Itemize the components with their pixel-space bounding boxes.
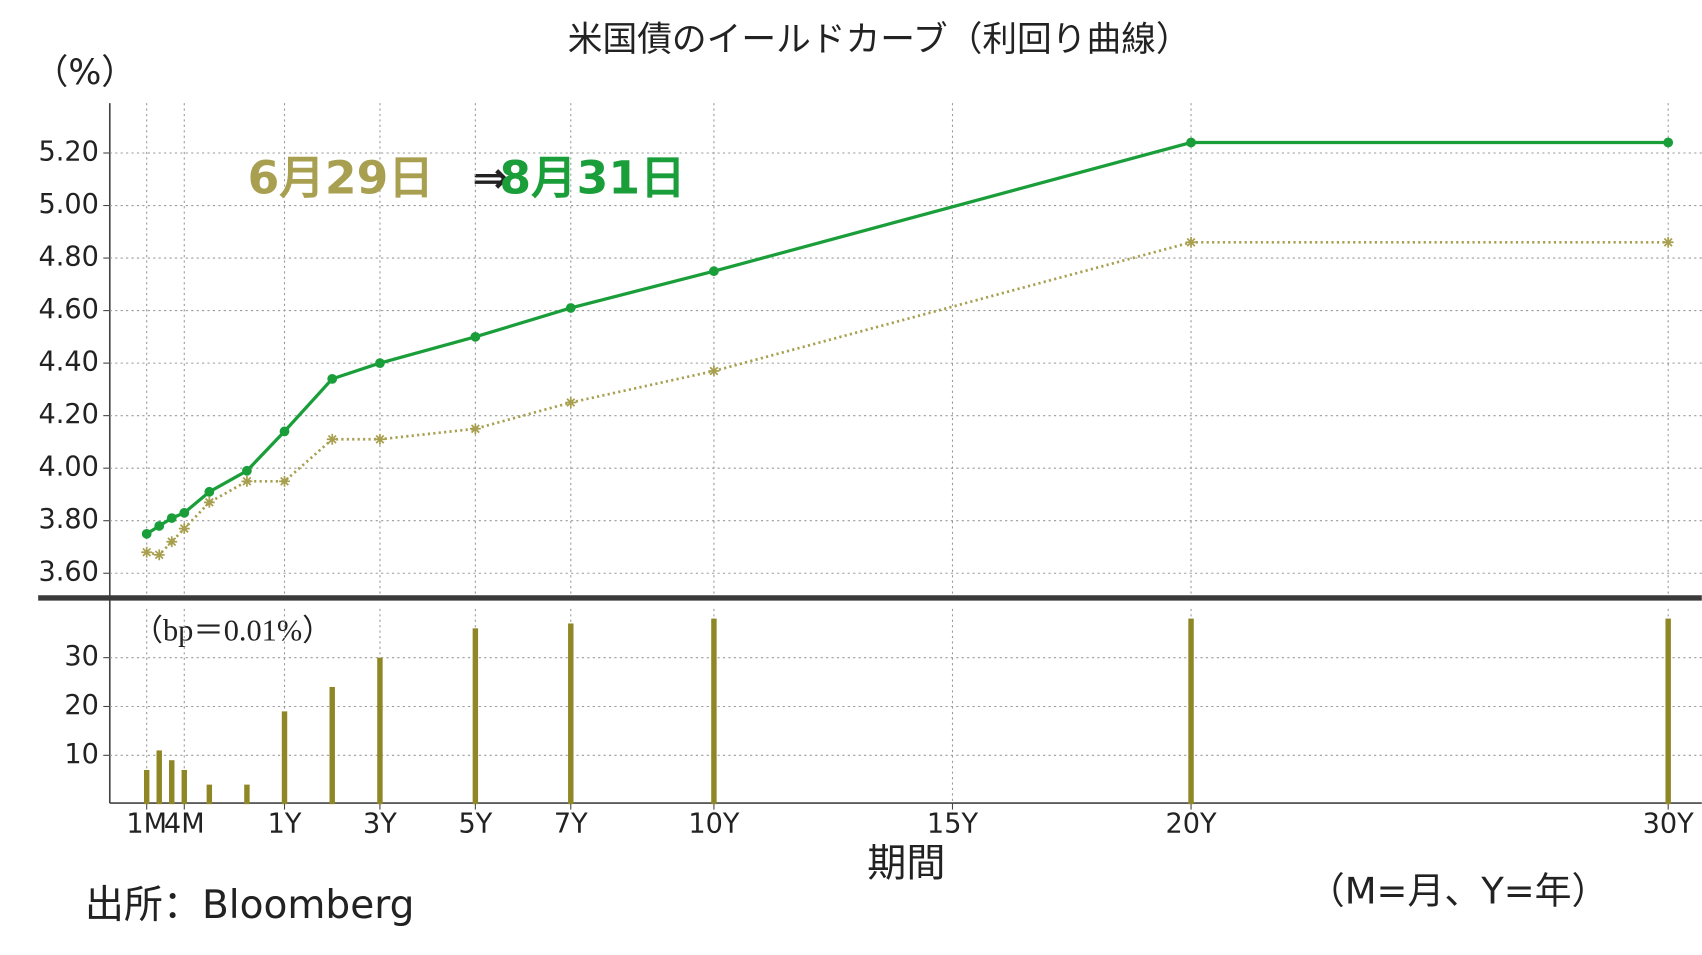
point [1662,236,1674,248]
point [1663,137,1674,148]
y-tick-label: 20 [64,690,99,721]
x-tick-label: 4M [164,808,205,839]
point [154,521,165,531]
y-tick-label: 4.80 [39,242,99,273]
point [374,433,386,445]
bar [329,686,335,805]
x-tick-label: 5Y [458,808,492,839]
point [141,528,152,539]
y-tick-label: 3.80 [39,504,99,535]
point [709,266,719,277]
point [242,465,252,476]
bar [281,711,288,805]
bar [568,623,574,805]
bar [143,769,150,805]
plot: 3.60 3.80 4.00 4.20 4.40 4.60 4.80 5.00 5.20 6月29… [39,103,1702,839]
point [327,373,338,384]
point [204,486,215,497]
point [565,397,577,408]
bar [206,784,213,805]
y-tick-label: 30 [64,641,99,672]
y-tick-label: 10 [64,739,99,770]
bp-annotation: （bp＝0.01%） [133,614,333,648]
bar [156,750,162,805]
x-tick-label: 1M [126,808,167,839]
y-tick-label: 4.20 [39,399,99,430]
y-axis-label: （%） [34,53,136,93]
bar [711,618,717,805]
point [166,513,177,523]
x-tick-label: 3Y [363,808,397,839]
x-tick-label: 15Y [927,808,979,839]
point [375,358,385,369]
bar [377,657,383,805]
bar [1665,618,1671,805]
x-tick-label: 30Y [1643,808,1695,839]
point [166,536,178,548]
bar [244,784,250,805]
y-tick-label: 3.60 [39,557,99,588]
point [1185,236,1197,248]
point [241,475,253,487]
x-axis-label: 期間 [867,842,945,887]
point [153,549,165,561]
y-tick-label: 4.60 [39,294,99,325]
point [1186,137,1196,148]
point [279,426,290,437]
point [708,365,720,377]
bar [181,769,187,805]
point [279,475,290,487]
point [469,423,481,435]
source: 出所：Bloomberg [85,883,415,928]
bar [472,628,479,805]
annotation-arrow: ⇒ [472,154,508,204]
point [203,496,215,508]
bar [169,760,175,805]
y-tick-label: 5.20 [39,136,99,167]
y-tick-label: 4.40 [39,347,99,378]
chart-title: 米国債のイールドカーブ（利回り曲線） [568,20,1191,60]
point [178,523,190,535]
x-tick-label: 20Y [1166,808,1218,839]
y-tick-label: 5.00 [39,189,99,220]
point [565,303,576,313]
legend-label: 8月31日 [499,152,685,205]
y-tick-label: 4.00 [39,452,99,483]
legend-label: 6月29日 [248,152,434,205]
x-tick-label: 10Y [688,808,740,839]
point [326,433,338,445]
x-tick-label: 7Y [554,808,588,839]
note: （M=月、Y=年） [1308,870,1609,913]
point [179,507,190,518]
point [141,546,153,558]
point [470,331,481,342]
bar [1188,618,1194,805]
x-tick-label: 1Y [268,808,302,839]
